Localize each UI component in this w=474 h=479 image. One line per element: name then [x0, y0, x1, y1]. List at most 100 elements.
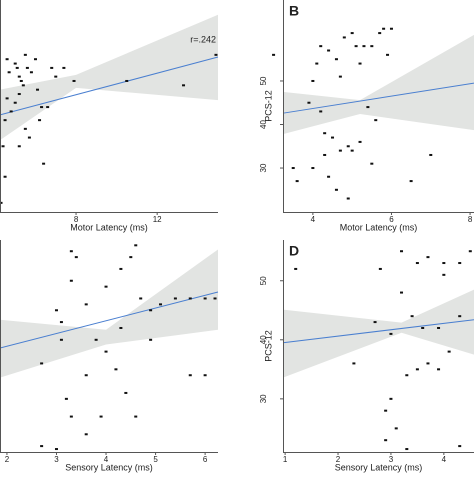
point	[134, 415, 138, 418]
x-tick-label: 12	[153, 215, 162, 224]
point	[69, 250, 73, 253]
point	[366, 106, 370, 109]
point	[84, 433, 88, 436]
point	[315, 62, 319, 65]
point	[25, 66, 29, 69]
y-tick-label: 40	[259, 335, 268, 344]
y-tick-label: 50	[259, 276, 268, 285]
point	[291, 167, 295, 170]
point	[334, 58, 338, 61]
x-tick-label: 5	[153, 455, 158, 464]
point	[139, 297, 143, 300]
confidence-band	[0, 249, 218, 378]
point	[40, 106, 44, 109]
point	[159, 303, 163, 306]
x-axis-title: Sensory Latency (ms)	[335, 462, 423, 472]
point	[33, 58, 37, 61]
point	[323, 132, 327, 135]
point	[354, 45, 358, 48]
point	[59, 338, 63, 341]
confidence-band	[283, 34, 474, 135]
point	[409, 180, 413, 183]
point	[23, 53, 27, 56]
point	[119, 267, 123, 270]
point	[50, 66, 54, 69]
point	[149, 338, 153, 341]
point	[338, 75, 342, 78]
point	[23, 127, 27, 130]
point	[319, 45, 323, 48]
y-tick-label: 30	[259, 394, 268, 403]
point	[331, 136, 335, 139]
point	[203, 297, 207, 300]
point	[442, 273, 446, 276]
x-tick-label: 8	[468, 215, 473, 224]
point	[182, 84, 186, 87]
point	[69, 415, 73, 418]
point	[13, 101, 17, 104]
point	[5, 97, 9, 100]
point	[442, 262, 446, 265]
y-tick-label: 50	[259, 76, 268, 85]
point	[3, 119, 7, 122]
point	[405, 448, 409, 451]
point	[342, 36, 346, 39]
point	[295, 180, 299, 183]
point	[17, 145, 21, 148]
annotation: r=.242	[190, 34, 216, 44]
point	[5, 58, 9, 61]
point	[104, 350, 108, 353]
panel-label: D	[289, 243, 299, 259]
point	[54, 448, 58, 451]
point	[134, 244, 138, 247]
point	[410, 315, 414, 318]
point	[405, 374, 409, 377]
point	[346, 197, 350, 200]
point	[384, 439, 388, 442]
point	[400, 250, 404, 253]
point	[415, 368, 419, 371]
point	[370, 45, 374, 48]
confidence-band	[283, 289, 474, 378]
point	[46, 106, 50, 109]
point	[338, 149, 342, 152]
point	[213, 297, 217, 300]
point	[19, 79, 23, 82]
y-axis-title: PCS-12	[263, 330, 273, 362]
point	[382, 27, 386, 30]
point	[426, 256, 430, 259]
point	[27, 136, 31, 139]
point	[386, 53, 390, 56]
x-tick-label: 3	[54, 455, 59, 464]
x-axis-title: Motor Latency (ms)	[340, 222, 418, 232]
point	[389, 27, 393, 30]
point	[362, 45, 366, 48]
fit-line	[0, 56, 219, 116]
point	[358, 140, 362, 143]
point	[352, 362, 356, 365]
point	[1, 145, 5, 148]
point	[72, 79, 76, 82]
point	[468, 250, 472, 253]
x-tick-label: 1	[283, 455, 288, 464]
point	[334, 188, 338, 191]
x-tick-label: 6	[389, 215, 394, 224]
point	[203, 374, 207, 377]
x-tick-label: 8	[74, 215, 79, 224]
point	[9, 110, 13, 113]
x-axis-title: Motor Latency (ms)	[70, 222, 148, 232]
point	[54, 309, 58, 312]
point	[389, 332, 393, 335]
point	[323, 153, 327, 156]
point	[350, 32, 354, 35]
point	[374, 119, 378, 122]
point	[114, 368, 118, 371]
point	[119, 326, 123, 329]
point	[42, 162, 46, 165]
point	[426, 362, 430, 365]
point	[84, 303, 88, 306]
point	[415, 262, 419, 265]
point	[74, 256, 78, 259]
y-axis-title: PCS-12	[263, 90, 273, 122]
